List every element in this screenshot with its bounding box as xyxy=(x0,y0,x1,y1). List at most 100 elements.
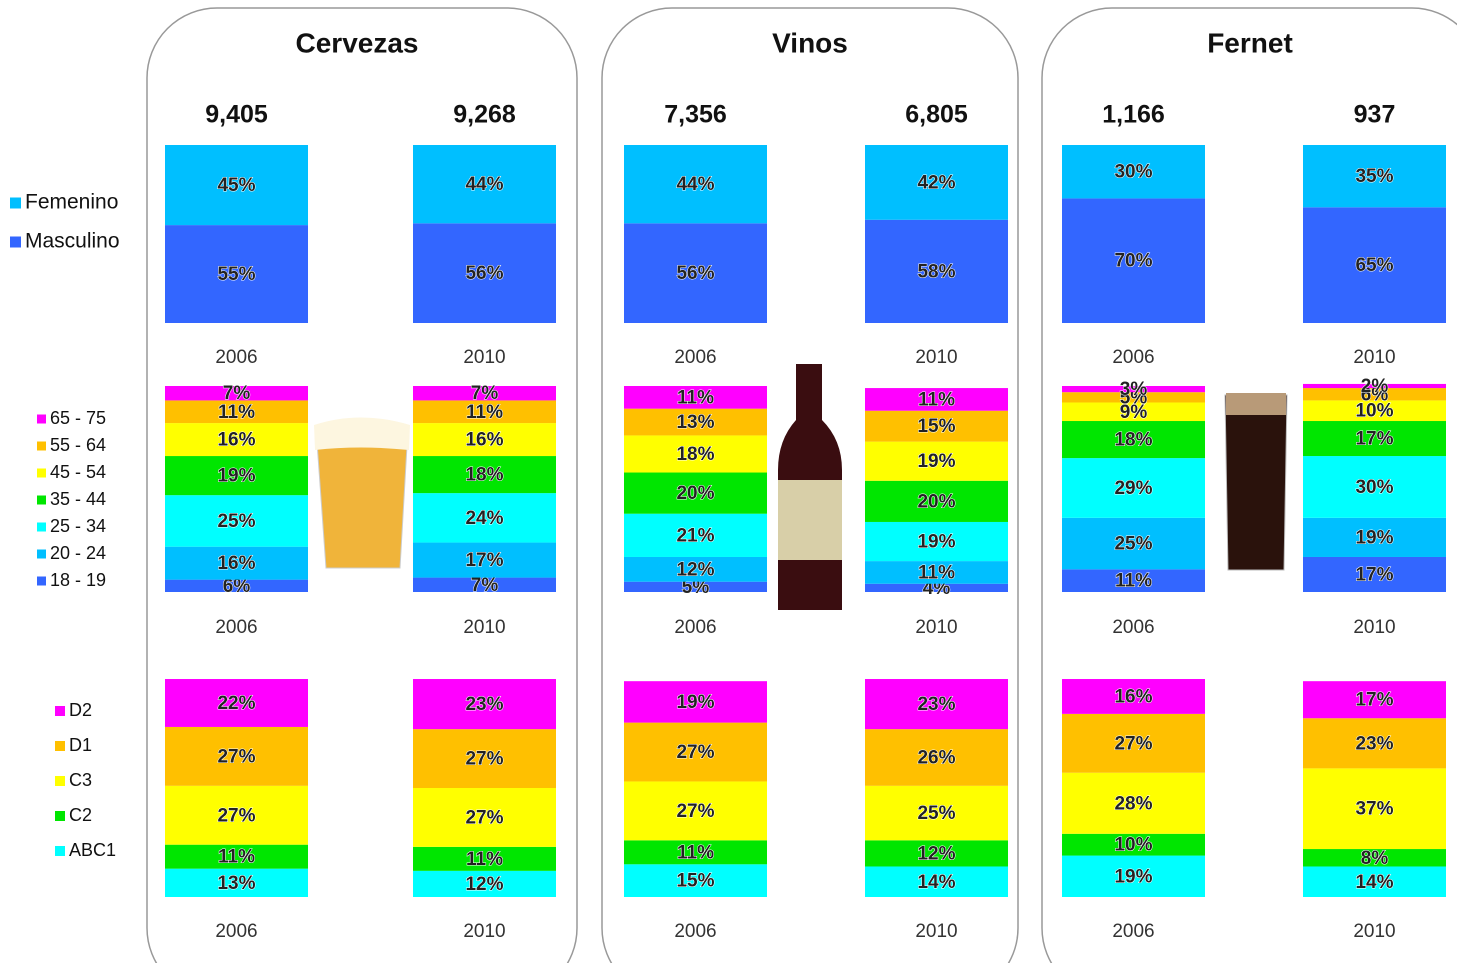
legend-swatch xyxy=(55,741,65,751)
segment-label: 24% xyxy=(465,508,503,529)
year-label: 2010 xyxy=(1353,921,1395,942)
segment-label: 17% xyxy=(1355,565,1393,586)
panel-title: Vinos xyxy=(772,27,848,58)
segment-label: 65% xyxy=(1355,255,1393,276)
year-label: 2006 xyxy=(674,921,716,942)
legend-label: ABC1 xyxy=(69,840,116,860)
segment-label: 11% xyxy=(1115,571,1152,592)
year-label: 2010 xyxy=(463,617,505,638)
legend-swatch xyxy=(37,415,46,424)
segment-label: 27% xyxy=(465,749,503,770)
year-label: 2010 xyxy=(1353,347,1395,368)
segment-label: 30% xyxy=(1355,477,1393,498)
wine-bottle xyxy=(778,364,842,610)
segment-label: 56% xyxy=(465,263,503,284)
segment-label: 19% xyxy=(1114,866,1152,887)
year-label: 2006 xyxy=(215,921,257,942)
segment-label: 3% xyxy=(1120,379,1148,400)
segment-label: 23% xyxy=(917,694,955,715)
segment-label: 23% xyxy=(1355,733,1393,754)
segment-label: 25% xyxy=(217,511,255,532)
segment-label: 15% xyxy=(917,416,955,437)
segment-label: 11% xyxy=(918,389,955,410)
legend-swatch xyxy=(55,846,65,856)
beer-glass xyxy=(314,418,410,569)
panel-title: Fernet xyxy=(1207,27,1293,58)
segment-label: 14% xyxy=(1355,872,1393,893)
segment-label: 37% xyxy=(1355,799,1393,820)
segment-label: 44% xyxy=(465,174,503,195)
segment-label: 11% xyxy=(677,387,714,408)
segment-label: 23% xyxy=(465,694,503,715)
segment-label: 11% xyxy=(466,849,503,870)
segment-label: 19% xyxy=(1355,527,1393,548)
segment-label: 12% xyxy=(465,874,503,895)
segment-label: 18% xyxy=(465,465,503,486)
segment-label: 8% xyxy=(1361,848,1389,869)
segment-label: 7% xyxy=(223,383,251,404)
legend-swatch xyxy=(10,198,21,209)
legend-swatch xyxy=(55,811,65,821)
legend-label: 18 - 19 xyxy=(50,570,106,590)
total-label: 6,805 xyxy=(905,101,968,129)
segment-label: 7% xyxy=(471,575,499,596)
segment-label: 17% xyxy=(1355,690,1393,711)
legend-swatch xyxy=(37,469,46,478)
segment-label: 26% xyxy=(917,747,955,768)
segment-label: 20% xyxy=(917,491,955,512)
segment-label: 14% xyxy=(917,872,955,893)
year-label: 2006 xyxy=(1112,347,1154,368)
legend-swatch xyxy=(37,523,46,532)
year-label: 2010 xyxy=(1353,617,1395,638)
legend-label: 45 - 54 xyxy=(50,462,106,482)
segment-label: 16% xyxy=(217,553,255,574)
segment-label: 16% xyxy=(217,430,255,451)
legend-swatch xyxy=(37,442,46,451)
segment-label: 30% xyxy=(1114,162,1152,183)
segment-label: 27% xyxy=(676,742,714,763)
segment-label: 45% xyxy=(217,175,255,196)
segment-label: 17% xyxy=(1355,429,1393,450)
segment-label: 16% xyxy=(1114,686,1152,707)
segment-label: 21% xyxy=(676,525,714,546)
segment-label: 19% xyxy=(676,692,714,713)
segment-label: 25% xyxy=(1114,534,1152,555)
fernet-glass xyxy=(1225,393,1287,570)
segment-label: 44% xyxy=(676,174,714,195)
year-label: 2010 xyxy=(463,921,505,942)
segment-label: 19% xyxy=(917,532,955,553)
legend-label: 20 - 24 xyxy=(50,543,106,563)
segment-label: 27% xyxy=(676,801,714,822)
segment-label: 20% xyxy=(676,483,714,504)
segment-label: 70% xyxy=(1114,251,1152,272)
legend-label: C2 xyxy=(69,805,92,825)
segment-label: 13% xyxy=(676,412,714,433)
year-label: 2006 xyxy=(1112,617,1154,638)
year-label: 2006 xyxy=(674,617,716,638)
segment-label: 19% xyxy=(917,451,955,472)
year-label: 2010 xyxy=(915,921,957,942)
segment-label: 11% xyxy=(918,562,955,583)
year-label: 2010 xyxy=(915,347,957,368)
legend-label: D1 xyxy=(69,735,92,755)
segment-label: 2% xyxy=(1361,376,1389,397)
legend-swatch xyxy=(37,550,46,559)
year-label: 2010 xyxy=(915,617,957,638)
year-label: 2010 xyxy=(463,347,505,368)
total-label: 9,405 xyxy=(205,101,268,129)
segment-label: 10% xyxy=(1114,835,1152,856)
segment-label: 56% xyxy=(676,263,714,284)
segment-label: 55% xyxy=(217,264,255,285)
legend-label: 25 - 34 xyxy=(50,516,106,536)
total-label: 7,356 xyxy=(664,101,727,129)
legend-label: 55 - 64 xyxy=(50,435,106,455)
year-label: 2006 xyxy=(1112,921,1154,942)
segment-label: 29% xyxy=(1114,478,1152,499)
total-label: 937 xyxy=(1354,101,1396,129)
segment-label: 12% xyxy=(917,843,955,864)
legend-swatch xyxy=(55,776,65,786)
legend-label: C3 xyxy=(69,770,92,790)
segment-label: 16% xyxy=(465,430,503,451)
year-label: 2006 xyxy=(215,347,257,368)
segment-label: 18% xyxy=(1114,430,1152,451)
